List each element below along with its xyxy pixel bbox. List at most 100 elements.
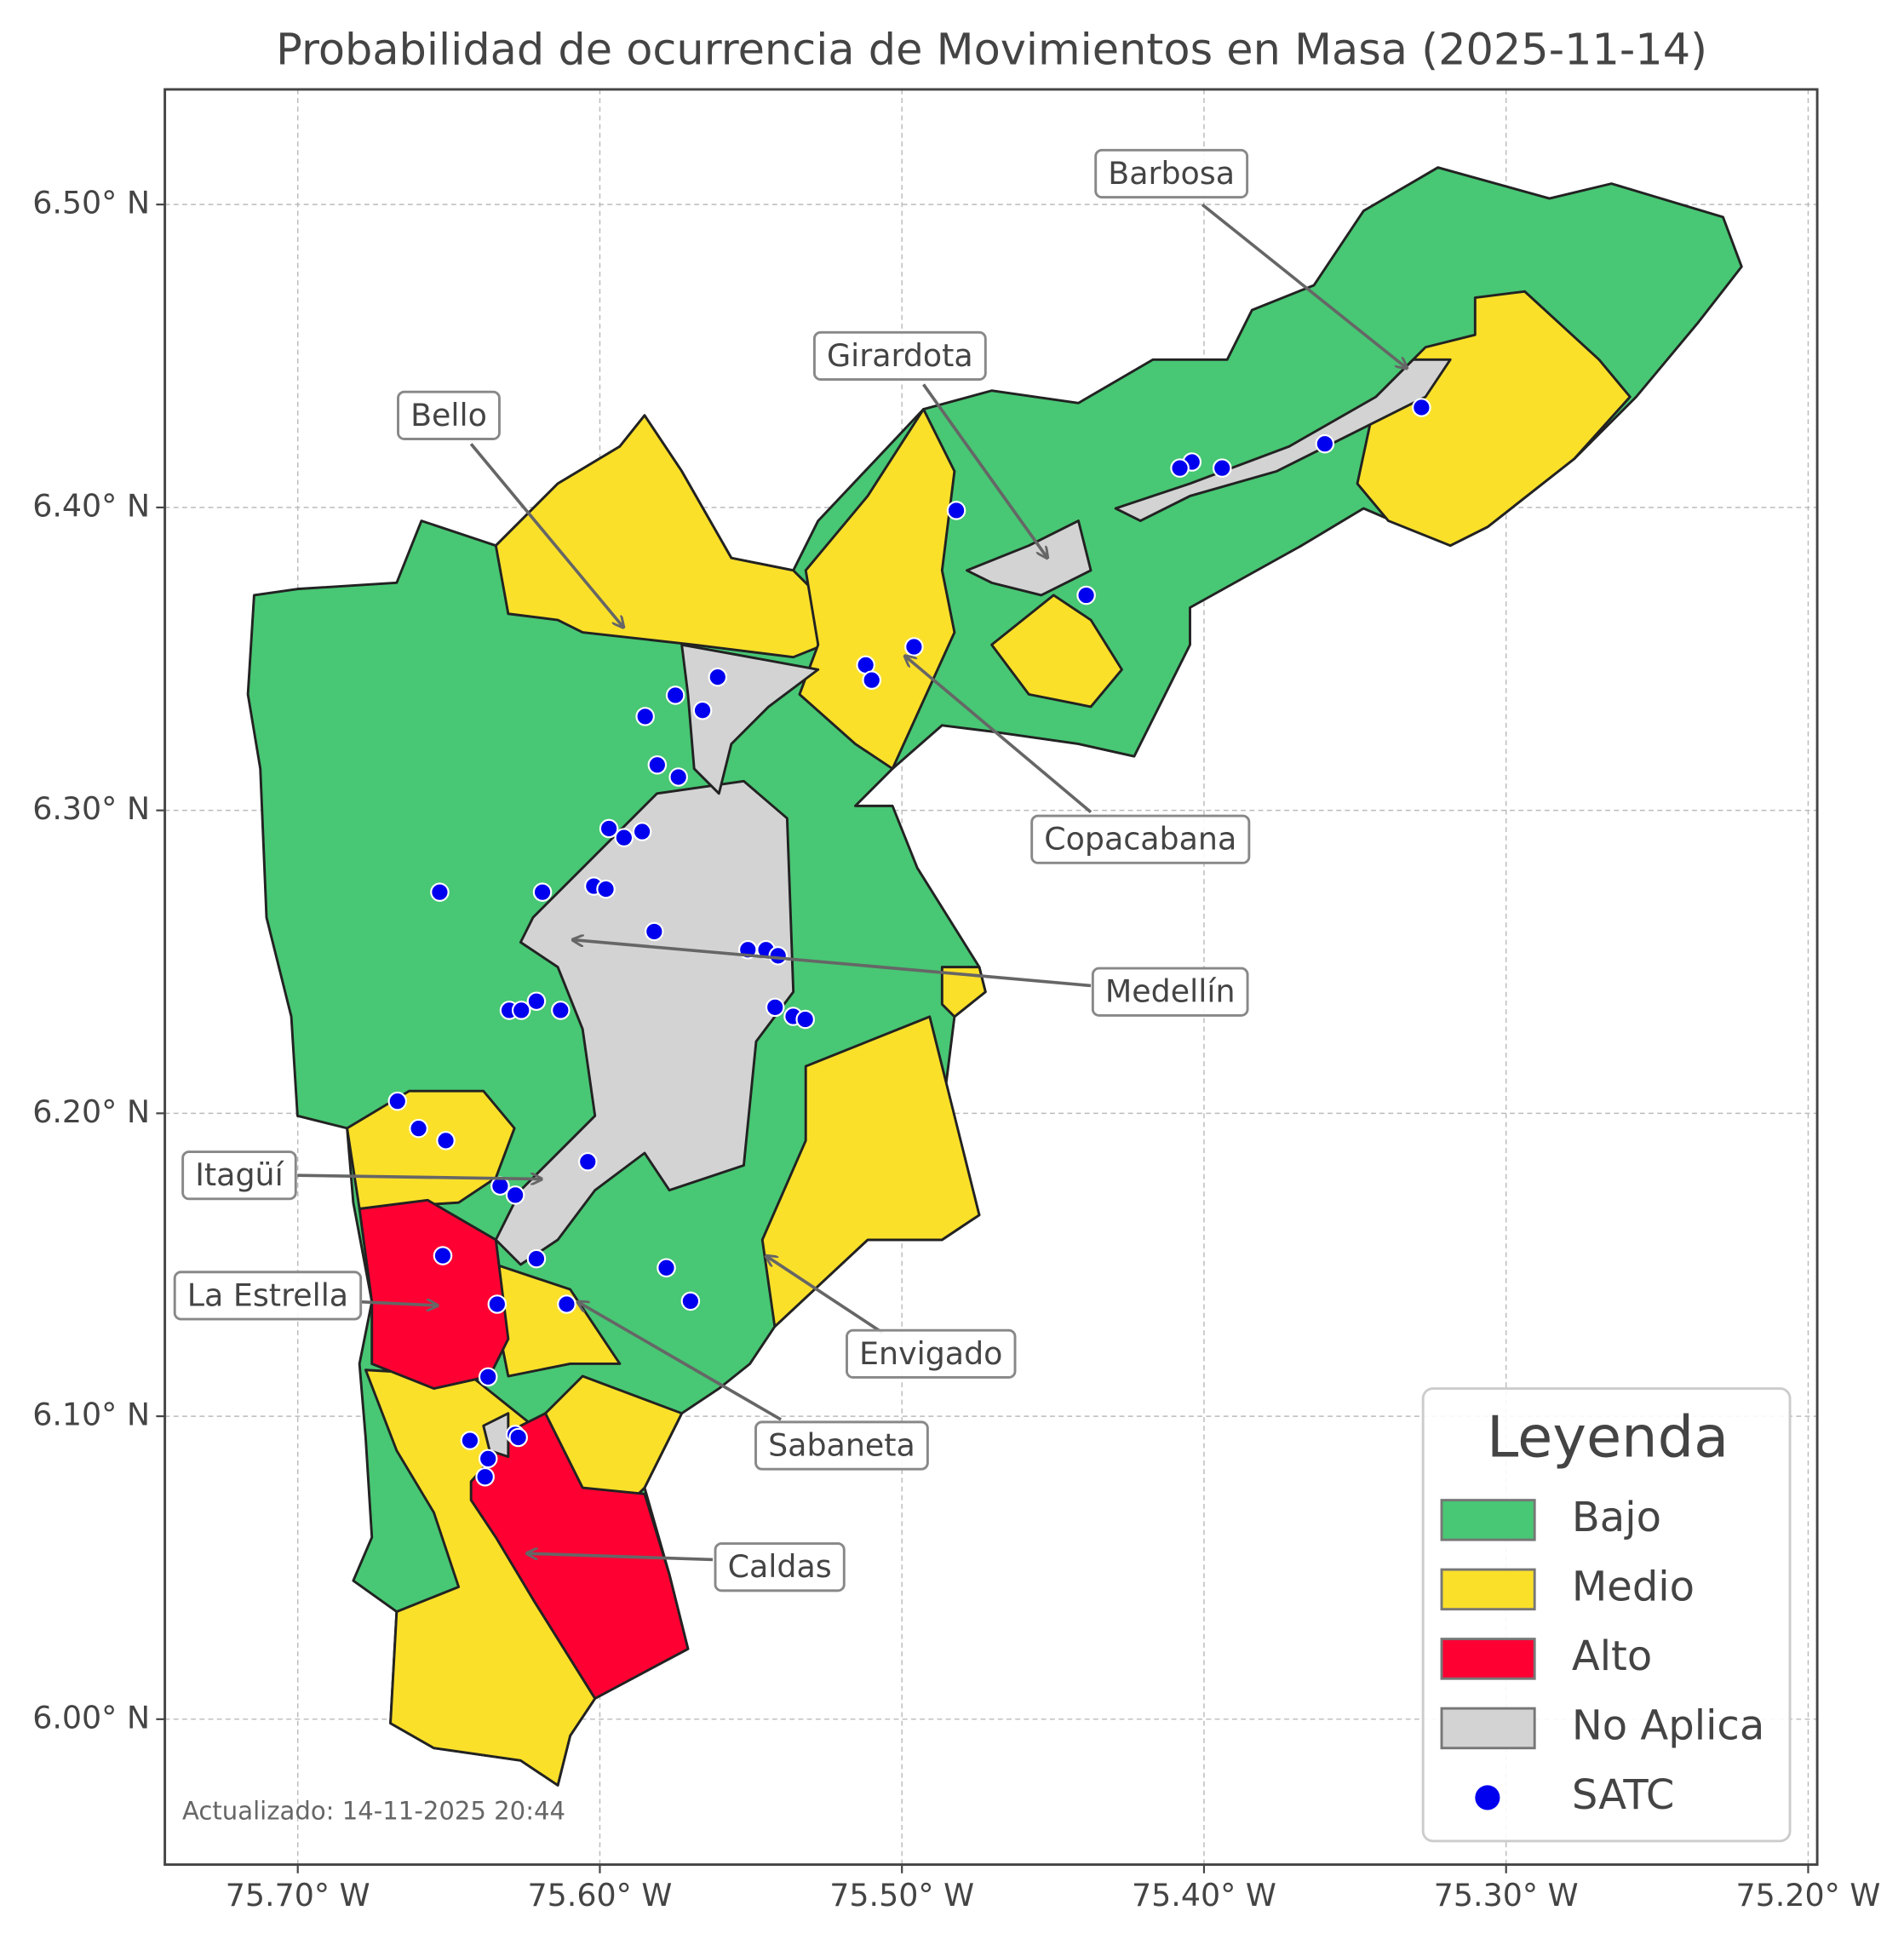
satc-point — [478, 1367, 498, 1387]
x-tick-label: 75.70° W — [226, 1877, 370, 1913]
legend-label: Alto — [1572, 1632, 1652, 1680]
region-medio — [1356, 290, 1632, 548]
y-tick-label: 6.00° N — [32, 1699, 150, 1736]
annotation-label: Medellín — [1105, 973, 1236, 1010]
annotation-label: Caldas — [728, 1548, 832, 1585]
annotations: Barbosa Girardota Bello Copacabana Medellín I… — [173, 148, 1407, 1592]
satc-point — [599, 818, 619, 839]
annotation-label: La Estrella — [187, 1277, 348, 1313]
plot-frame — [163, 88, 1819, 1867]
annotation-box — [1094, 148, 1249, 199]
satc-point — [862, 670, 882, 690]
y-tick-label: 6.10° N — [32, 1397, 150, 1433]
legend-swatch — [1440, 1499, 1536, 1541]
regions — [246, 166, 1743, 1787]
satc-point — [645, 921, 664, 942]
satc-point — [532, 882, 553, 902]
region-medio — [798, 408, 956, 771]
satc-point — [596, 879, 616, 899]
annotation-arrow — [577, 1302, 783, 1421]
region-no-aplica — [966, 519, 1093, 597]
annotation-label: Bello — [410, 397, 487, 433]
satc-point — [795, 1009, 815, 1030]
region-no-aplica — [482, 1412, 510, 1459]
annotation-label: Sabaneta — [768, 1427, 915, 1464]
satc-point — [765, 997, 785, 1018]
annotation-arrow — [766, 1256, 884, 1334]
x-tick-label: 75.40° W — [1132, 1877, 1276, 1913]
satc-point — [632, 822, 652, 841]
update-note: Actualizado: 14-11-2025 20:44 — [182, 1796, 565, 1825]
y-tick-label: 6.50° N — [32, 185, 150, 221]
satc-point — [508, 1427, 528, 1448]
satc-point — [409, 1118, 428, 1139]
legend-label: SATC — [1572, 1771, 1675, 1819]
annotation-box — [1091, 967, 1249, 1017]
legend-swatch — [1440, 1707, 1536, 1750]
annotation-arrow — [1201, 203, 1407, 368]
satc-point — [1412, 398, 1431, 417]
satc-point — [647, 754, 668, 775]
legend-label: Bajo — [1572, 1494, 1661, 1541]
annotation-label: Copacabana — [1044, 821, 1236, 858]
satc-point — [478, 1449, 498, 1469]
legend-title: Leyenda — [1487, 1403, 1729, 1470]
satc-point — [768, 946, 789, 966]
annotation-box — [846, 1328, 1017, 1379]
satc-point — [635, 707, 655, 726]
region-no-aplica — [1114, 358, 1452, 523]
annotation-box — [754, 1420, 929, 1471]
annotation-arrow — [527, 1553, 714, 1562]
annotation-box — [173, 1271, 363, 1321]
satc-point — [577, 1151, 598, 1172]
satc-point — [665, 686, 685, 705]
region-medio — [940, 966, 987, 1018]
legend-swatch — [1440, 1638, 1536, 1680]
y-tick-label: 6.30° N — [32, 790, 150, 827]
chart-title: Probabilidad de ocurrencia de Movimiento… — [276, 25, 1707, 75]
satc-point — [436, 1131, 456, 1150]
annotation-arrow — [469, 443, 623, 627]
satc-point — [904, 637, 924, 657]
satc-point — [511, 1001, 531, 1020]
x-tick-label: 75.50° W — [829, 1877, 974, 1913]
satc-point — [1170, 458, 1190, 478]
region-medio — [990, 594, 1123, 709]
satc-point — [551, 1001, 571, 1020]
region-medio — [760, 1015, 981, 1328]
satc-point — [505, 1185, 525, 1205]
annotation-arrow — [905, 656, 1093, 814]
annotation-box — [181, 1150, 297, 1201]
annotation-box — [714, 1542, 846, 1592]
annotation-arrow — [922, 383, 1048, 558]
satc-point — [487, 1294, 508, 1314]
satc-point — [433, 1246, 453, 1265]
annotation-label: Girardota — [827, 337, 973, 374]
satc-point — [1212, 458, 1232, 478]
satc-point — [430, 882, 450, 902]
x-tick-label: 75.60° W — [528, 1877, 673, 1913]
x-tick-label: 75.20° W — [1736, 1877, 1881, 1913]
legend-label: No Aplica — [1572, 1701, 1764, 1749]
legend-swatch — [1440, 1568, 1536, 1611]
legend-marker — [1475, 1785, 1500, 1810]
satc-point — [557, 1294, 576, 1314]
satc-point — [668, 767, 688, 787]
legend-label: Medio — [1572, 1563, 1695, 1610]
annotation-box — [397, 390, 501, 440]
satc-point — [1076, 585, 1096, 605]
legend: Leyenda Bajo Medio Alto No Aplica SATC — [1421, 1387, 1792, 1843]
region-no-aplica — [494, 779, 795, 1266]
annotation-label: Envigado — [859, 1335, 1002, 1372]
satc-point — [526, 991, 547, 1012]
satc-point — [946, 501, 966, 520]
satc-point — [614, 828, 634, 847]
y-tick-label: 6.40° N — [32, 487, 150, 524]
annotation-arrow — [573, 940, 1092, 988]
annotation-box — [812, 330, 987, 382]
annotation-arrow — [297, 1175, 542, 1179]
satc-point — [1315, 433, 1335, 454]
annotation-label: Barbosa — [1108, 155, 1235, 192]
y-tick-label: 6.20° N — [32, 1093, 150, 1130]
